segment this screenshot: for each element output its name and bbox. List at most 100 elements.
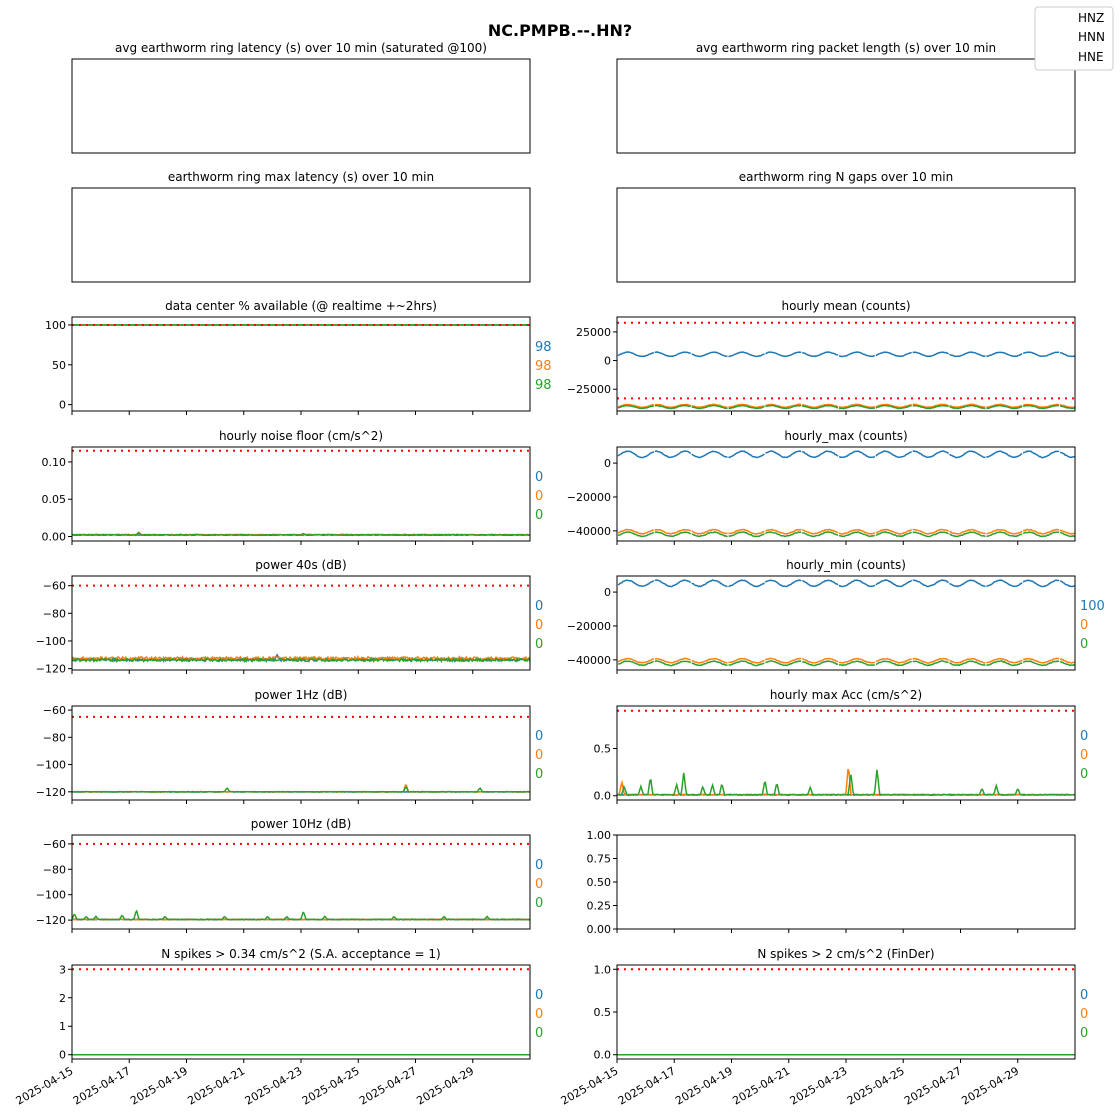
panel-p0: avg earthworm ring latency (s) over 10 m… bbox=[71, 41, 531, 154]
series-line-hne bbox=[617, 531, 1076, 538]
y-tick-label: 0 bbox=[59, 399, 66, 412]
y-tick-label: 1.0 bbox=[594, 963, 612, 976]
stat-label-hnz: 0 bbox=[1080, 729, 1088, 744]
plot-frame bbox=[71, 316, 531, 412]
plot-area bbox=[617, 576, 1075, 670]
series-line-hnn bbox=[617, 657, 1076, 664]
plot-frame bbox=[616, 964, 1076, 1060]
plot-frame bbox=[71, 575, 531, 671]
stat-label-hne: 0 bbox=[535, 767, 543, 782]
stat-label-hnn: 0 bbox=[1080, 748, 1088, 763]
figure-title: NC.PMPB.--.HN? bbox=[488, 21, 632, 40]
stat-label-hne: 0 bbox=[535, 508, 543, 523]
stat-label-hnn: 0 bbox=[535, 618, 543, 633]
series-line-hnn bbox=[618, 403, 1076, 409]
stat-label-hne: 0 bbox=[535, 1026, 543, 1041]
y-tick-label: −60 bbox=[43, 704, 66, 717]
panel-title: hourly noise floor (cm/s^2) bbox=[219, 429, 383, 443]
y-tick-label: 0.75 bbox=[587, 853, 612, 866]
y-tick-label: 0.5 bbox=[594, 743, 612, 756]
panel-p11: hourly max Acc (cm/s^2) 0.0 0.5 0 0 0 bbox=[594, 688, 1088, 804]
series-line-hne bbox=[617, 404, 1076, 410]
stat-label-hnz: 0 bbox=[535, 858, 543, 873]
stat-label-hnn: 0 bbox=[535, 877, 543, 892]
plot-area bbox=[617, 188, 1075, 282]
plot-area bbox=[617, 965, 1075, 1059]
y-tick-label: 2 bbox=[59, 992, 66, 1005]
plot-area bbox=[72, 706, 530, 800]
stat-label-hnn: 0 bbox=[1080, 618, 1088, 633]
stat-label-hnz: 0 bbox=[1080, 988, 1088, 1003]
stat-label-hne: 0 bbox=[535, 896, 543, 911]
panel-title: power 40s (dB) bbox=[255, 558, 346, 572]
plot-frame bbox=[616, 834, 1076, 930]
plot-area bbox=[72, 965, 530, 1059]
panel-title: hourly max Acc (cm/s^2) bbox=[770, 688, 922, 702]
stat-label-hnz: 100 bbox=[1080, 599, 1105, 614]
y-tick-label: 50 bbox=[52, 359, 66, 372]
plot-area bbox=[617, 835, 1075, 929]
plot-frame bbox=[616, 705, 1076, 801]
y-tick-label: 3 bbox=[59, 963, 66, 976]
stat-label-hne: 0 bbox=[1080, 1026, 1088, 1041]
y-tick-label: 0 bbox=[604, 457, 611, 470]
y-tick-label: −20000 bbox=[567, 491, 611, 504]
panel-title: power 10Hz (dB) bbox=[251, 817, 352, 831]
stat-label-hne: 0 bbox=[535, 637, 543, 652]
stat-label-hnz: 0 bbox=[535, 988, 543, 1003]
series-line-hnz bbox=[617, 351, 1076, 358]
plot-area bbox=[617, 59, 1075, 153]
y-tick-label: −40000 bbox=[567, 654, 611, 667]
y-tick-label: −120 bbox=[36, 914, 66, 927]
panel-p9: hourly_min (counts) −40000 −20000 0 100 0 0 bbox=[567, 558, 1105, 674]
y-tick-label: 0.00 bbox=[42, 531, 67, 544]
series-line-hnz bbox=[617, 579, 1076, 588]
panel-p10: power 1Hz (dB) −120 −100 −80 −60 0 0 0 bbox=[36, 688, 543, 804]
panel-p2: earthworm ring max latency (s) over 10 m… bbox=[71, 170, 531, 283]
series-line-hnz bbox=[617, 450, 1076, 459]
plot-area bbox=[617, 447, 1075, 541]
panel-p7: hourly_max (counts) −40000 −20000 0 bbox=[567, 429, 1076, 545]
panel-title: power 1Hz (dB) bbox=[255, 688, 348, 702]
stat-label-hnz: 0 bbox=[535, 599, 543, 614]
y-tick-label: 0 bbox=[59, 1049, 66, 1062]
stat-label-hne: 98 bbox=[535, 378, 552, 393]
y-tick-label: 1.00 bbox=[587, 829, 612, 842]
y-tick-label: 0.25 bbox=[587, 900, 612, 913]
stat-label-hne: 0 bbox=[1080, 767, 1088, 782]
stat-label-hnz: 0 bbox=[535, 729, 543, 744]
legend-entry-hnz: HNZ bbox=[1078, 11, 1104, 25]
series-line-hne bbox=[71, 531, 530, 537]
plot-frame bbox=[616, 316, 1076, 412]
stat-label-hnz: 0 bbox=[535, 470, 543, 485]
panel-p4: data center % available (@ realtime +~2h… bbox=[45, 299, 552, 415]
plot-frame bbox=[616, 58, 1076, 154]
series-line-hne bbox=[71, 656, 531, 664]
y-tick-label: −80 bbox=[43, 607, 66, 620]
y-tick-label: −20000 bbox=[567, 620, 611, 633]
stat-label-hnn: 0 bbox=[535, 1007, 543, 1022]
legend-entry-hne: HNE bbox=[1078, 50, 1104, 64]
plot-frame bbox=[71, 187, 531, 283]
panels: avg earthworm ring latency (s) over 10 m… bbox=[14, 41, 1105, 1108]
y-tick-label: −60 bbox=[43, 838, 66, 851]
plot-frame bbox=[616, 446, 1076, 542]
plot-frame bbox=[71, 58, 531, 154]
stat-label-hnn: 98 bbox=[535, 359, 552, 374]
y-tick-label: −80 bbox=[43, 863, 66, 876]
plot-frame bbox=[616, 187, 1076, 283]
legend-entry-hnn: HNN bbox=[1078, 30, 1105, 44]
legend: HNZ HNN HNE bbox=[1034, 6, 1114, 71]
panel-title: hourly mean (counts) bbox=[781, 299, 910, 313]
y-tick-label: −100 bbox=[36, 635, 66, 648]
y-tick-label: −100 bbox=[36, 759, 66, 772]
y-tick-label: −40000 bbox=[567, 525, 611, 538]
y-tick-label: −120 bbox=[36, 663, 66, 676]
plot-area bbox=[72, 447, 530, 541]
stat-label-hne: 0 bbox=[1080, 637, 1088, 652]
y-tick-label: 0.05 bbox=[42, 493, 67, 506]
panel-p8: power 40s (dB) −120 −100 −80 −60 0 0 0 bbox=[36, 558, 544, 676]
plot-area bbox=[617, 317, 1075, 411]
